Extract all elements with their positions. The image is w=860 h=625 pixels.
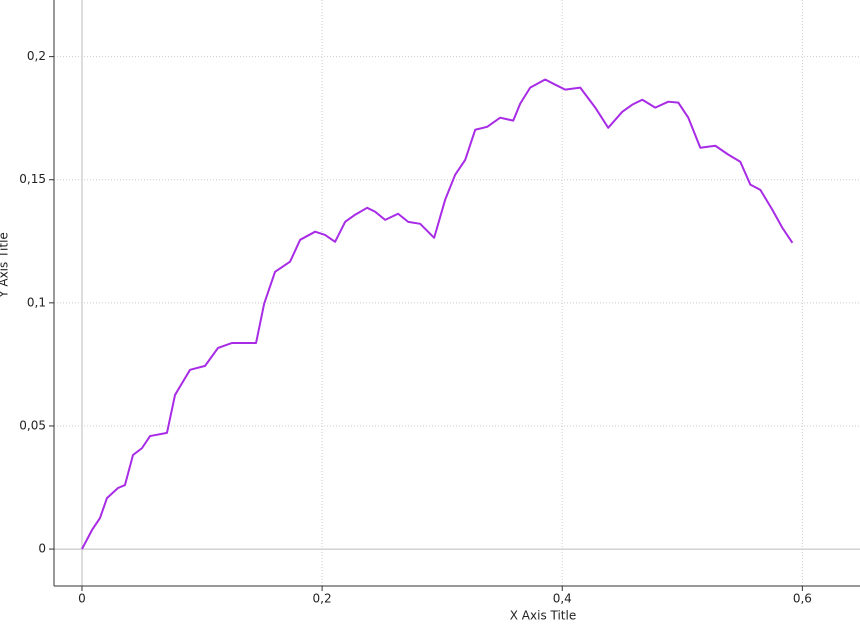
x-tick-label: 0,4 [553,592,572,606]
x-tick-label: 0 [78,592,86,606]
y-tick-label: 0,05 [19,418,46,432]
y-tick-label: 0,2 [27,49,46,63]
x-tick-label: 0,2 [313,592,332,606]
x-tick-label: 0,6 [793,592,812,606]
y-tick-label: 0,1 [27,295,46,309]
y-tick-label: 0 [38,542,46,556]
x-axis-title: X Axis Title [510,609,576,623]
y-axis-title: Y Axis Title [0,232,11,299]
line [81,78,794,550]
y-tick-label: 0,15 [19,172,46,186]
